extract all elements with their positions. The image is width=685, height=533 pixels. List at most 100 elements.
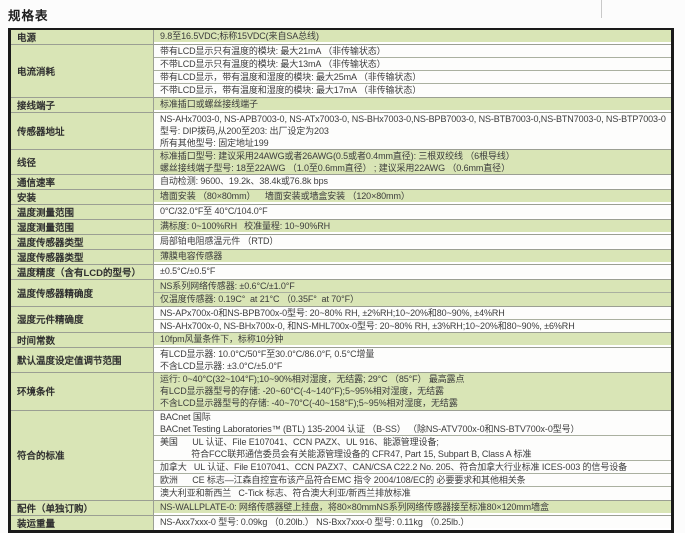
value-line: NS-WALLPLATE-0: 网络传感器壁上挂盘，将80×80mmNS系列网络… xyxy=(160,501,549,512)
row-values: NS-AHx7003-0, NS-APB7003-0, NS-ATx7003-0… xyxy=(154,112,671,149)
table-row: 配件（单独订购） NS-WALLPLATE-0: 网络传感器壁上挂盘，将80×80… xyxy=(11,499,671,515)
value-line: 不含LCD显示器: ±3.0°C/±5.0°F xyxy=(160,360,283,371)
row-label: 湿度测量范围 xyxy=(11,220,154,235)
value-cell: 局部铂电阻感温元件 （RTD） xyxy=(154,235,671,248)
row-label: 线径 xyxy=(11,149,154,175)
table-row: 温度精度（含有LCD的型号） ±0.5°C/±0.5°F xyxy=(11,264,671,280)
value-line: BACnet 国际 xyxy=(160,411,211,422)
value-cell: 运行: 0~40°C(32~104°F);10~90%相对湿度，无结露; 29°… xyxy=(154,373,671,410)
value-line: 局部铂电阻感温元件 （RTD） xyxy=(160,236,279,247)
table-row: 电源 9.8至16.5VDC;标称15VDC(来自SA总线) xyxy=(11,30,671,44)
row-label: 电源 xyxy=(11,30,154,44)
row-label: 湿度元件精确度 xyxy=(11,306,154,332)
table-row: 符合的标准 BACnet 国际 BACnet Testing Laboratorie… xyxy=(11,409,671,500)
row-label: 传感器地址 xyxy=(11,112,154,149)
row-values: 薄膜电容传感器 xyxy=(154,250,671,264)
value-line: 仅温度传感器: 0.19C° at 21°C （0.35F° at 70°F） xyxy=(160,294,359,305)
row-values: NS-Axx7xxx-0 型号: 0.09kg （0.20lb.） NS-Bxx… xyxy=(154,515,671,530)
row-label: 电流消耗 xyxy=(11,45,154,97)
value-cell: NS系列网络传感器: ±0.6°C/±1.0°F xyxy=(154,280,671,293)
value-cell: 9.8至16.5VDC;标称15VDC(来自SA总线) xyxy=(154,30,671,43)
value-line: 螺丝接线端子型号: 18至22AWG （1.0至0.6mm直径） ; 建议采用2… xyxy=(160,163,510,174)
value-cell: 澳大利亚和新西兰 C-Tick 标志、符合澳大利亚/新西兰排放标准 xyxy=(154,486,671,500)
row-label: 温度精度（含有LCD的型号） xyxy=(11,265,154,280)
table-row: 接线端子 标准插口或螺丝接线端子 xyxy=(11,96,671,112)
value-line: 满标度: 0~100%RH 校准量程: 10~90%RH xyxy=(160,221,331,232)
spec-table: 电源 9.8至16.5VDC;标称15VDC(来自SA总线) 电流消耗 带有LCD显示… xyxy=(8,28,674,533)
value-line: 有LCD显示器: 10.0°C/50°F至30.0°C/86.0°F, 0.5°… xyxy=(160,348,375,359)
table-row: 默认温度设定值调节范围 有LCD显示器: 10.0°C/50°F至30.0°C/8… xyxy=(11,346,671,373)
row-values: 运行: 0~40°C(32~104°F);10~90%相对湿度，无结露; 29°… xyxy=(154,373,671,410)
value-line: 不带LCD显示只有温度的模块: 最大13mA （非传输状态） xyxy=(160,59,386,70)
value-line: 有LCD显示器型号的存储: -20~60°C(-4~140°F);5~95%相对… xyxy=(160,386,444,397)
row-label: 湿度传感器类型 xyxy=(11,250,154,265)
value-line: NS系列网络传感器: ±0.6°C/±1.0°F xyxy=(160,281,295,292)
value-cell: 不带LCD显示，带有温度和湿度的模块: 最大17mA （非传输状态） xyxy=(154,83,671,97)
row-values: 自动检测: 9600、19.2k、38.4k或76.8k bps xyxy=(154,175,671,189)
row-values: NS系列网络传感器: ±0.6°C/±1.0°F 仅温度传感器: 0.19C° a… xyxy=(154,280,671,306)
value-line: 薄膜电容传感器 xyxy=(160,251,223,262)
row-values: 带有LCD显示只有温度的模块: 最大21mA （非传输状态） 不带LCD显示只有温… xyxy=(154,45,671,97)
value-line: 美国 UL 认证、File E107041、CCN PAZX、UL 916、能源… xyxy=(160,436,439,447)
row-values: 标准插口或螺丝接线端子 xyxy=(154,97,671,112)
value-line: 运行: 0~40°C(32~104°F);10~90%相对湿度，无结露; 29°… xyxy=(160,374,465,385)
value-cell: 自动检测: 9600、19.2k、38.4k或76.8k bps xyxy=(154,175,671,188)
value-line: 澳大利亚和新西兰 C-Tick 标志、符合澳大利亚/新西兰排放标准 xyxy=(160,488,411,499)
table-row: 线径 标准插口型号: 建议采用24AWG或者26AWG(0.5或者0.4mm直径)… xyxy=(11,148,671,175)
value-cell: 标准插口型号: 建议采用24AWG或者26AWG(0.5或者0.4mm直径): … xyxy=(154,149,671,175)
value-cell: 带有LCD显示，带有温度和湿度的模块: 最大25mA （非传输状态） xyxy=(154,70,671,84)
value-line: 标准插口型号: 建议采用24AWG或者26AWG(0.5或者0.4mm直径): … xyxy=(160,150,515,161)
row-values: 标准插口型号: 建议采用24AWG或者26AWG(0.5或者0.4mm直径): … xyxy=(154,149,671,175)
value-line: 墙面安装 （80×80mm） 墙面安装或墙盒安装 （120×80mm） xyxy=(160,191,410,202)
value-cell: 带有LCD显示只有温度的模块: 最大21mA （非传输状态） xyxy=(154,45,671,58)
value-line: 不带LCD显示，带有温度和湿度的模块: 最大17mA （非传输状态） xyxy=(160,85,422,96)
value-cell: NS-AHx700x-0, NS-BHx700x-0, 和NS-MHL700x-… xyxy=(154,318,671,332)
table-row: 湿度元件精确度 NS-APx700x-0和NS-BPB700x-0型号: 20~8… xyxy=(11,305,671,332)
value-line: 所有其他型号: 固定地址199 xyxy=(160,137,269,148)
value-cell: 美国 UL 认证、File E107041、CCN PAZX、UL 916、能源… xyxy=(154,434,671,461)
row-values: NS-APx700x-0和NS-BPB700x-0型号: 20~80% RH, … xyxy=(154,306,671,332)
table-row: 装运重量 NS-Axx7xxx-0 型号: 0.09kg （0.20lb.） NS… xyxy=(11,514,671,530)
row-label: 符合的标准 xyxy=(11,410,154,500)
value-line: 0°C/32.0°F至 40°C/104.0°F xyxy=(160,206,268,217)
row-label: 温度传感器类型 xyxy=(11,235,154,250)
value-line: NS-AHx700x-0, NS-BHx700x-0, 和NS-MHL700x-… xyxy=(160,320,575,331)
value-line: NS-AHx7003-0, NS-APB7003-0, NS-ATx7003-0… xyxy=(160,113,666,124)
table-row: 传感器地址 NS-AHx7003-0, NS-APB7003-0, NS-ATx7… xyxy=(11,111,671,149)
page-title: 规格表 xyxy=(8,9,49,23)
row-label: 配件（单独订购） xyxy=(11,500,154,515)
table-row: 通信速率 自动检测: 9600、19.2k、38.4k或76.8k bps xyxy=(11,174,671,190)
value-cell: ±0.5°C/±0.5°F xyxy=(154,265,671,278)
row-values: 10fpm风量条件下，标称10分钟 xyxy=(154,332,671,347)
viewer-scrollbar-fragment xyxy=(601,0,602,18)
table-row: 安装 墙面安装 （80×80mm） 墙面安装或墙盒安装 （120×80mm） xyxy=(11,189,671,205)
value-cell: 不带LCD显示只有温度的模块: 最大13mA （非传输状态） xyxy=(154,57,671,71)
value-line: 加拿大 UL 认证、File E107041、CCN PAZX7、CAN/CSA… xyxy=(160,462,628,473)
value-cell: BACnet 国际 BACnet Testing Laboratories™ (B… xyxy=(154,410,671,435)
table-row: 温度测量范围 0°C/32.0°F至 40°C/104.0°F xyxy=(11,204,671,220)
table-row: 湿度传感器类型 薄膜电容传感器 xyxy=(11,249,671,265)
row-values: 墙面安装 （80×80mm） 墙面安装或墙盒安装 （120×80mm） xyxy=(154,190,671,204)
value-cell: 满标度: 0~100%RH 校准量程: 10~90%RH xyxy=(154,220,671,233)
value-line: 带有LCD显示只有温度的模块: 最大21mA （非传输状态） xyxy=(160,46,386,56)
value-cell: 欧洲 CE 标志—江森自控宣布该产品符合EMC 指令 2004/108/EC的 … xyxy=(154,473,671,487)
row-label: 时间常数 xyxy=(11,332,154,347)
value-cell: NS-WALLPLATE-0: 网络传感器壁上挂盘，将80×80mmNS系列网络… xyxy=(154,500,671,513)
value-line: 标准插口或螺丝接线端子 xyxy=(160,98,258,109)
value-line: 不含LCD显示器型号的存储: -40~70°C(-40~158°F);5~95%… xyxy=(160,398,458,409)
value-line: BACnet Testing Laboratories™ (BTL) 135-2… xyxy=(160,423,580,434)
table-row: 温度传感器精确度 NS系列网络传感器: ±0.6°C/±1.0°F 仅温度传感器: … xyxy=(11,279,671,306)
row-label: 接线端子 xyxy=(11,97,154,112)
row-label: 默认温度设定值调节范围 xyxy=(11,347,154,373)
value-line: 型号: DIP拨码,从200至203: 出厂设定为203 xyxy=(160,125,329,136)
row-values: ±0.5°C/±0.5°F xyxy=(154,265,671,279)
value-line: ±0.5°C/±0.5°F xyxy=(160,266,216,277)
row-values: 9.8至16.5VDC;标称15VDC(来自SA总线) xyxy=(154,30,671,44)
row-values: NS-WALLPLATE-0: 网络传感器壁上挂盘，将80×80mmNS系列网络… xyxy=(154,500,671,515)
value-cell: NS-APx700x-0和NS-BPB700x-0型号: 20~80% RH, … xyxy=(154,306,671,319)
value-line: 欧洲 CE 标志—江森自控宣布该产品符合EMC 指令 2004/108/EC的 … xyxy=(160,475,526,486)
value-line: 自动检测: 9600、19.2k、38.4k或76.8k bps xyxy=(160,176,328,187)
table-row: 时间常数 10fpm风量条件下，标称10分钟 xyxy=(11,331,671,347)
table-row: 温度传感器类型 局部铂电阻感温元件 （RTD） xyxy=(11,234,671,250)
row-label: 装运重量 xyxy=(11,515,154,530)
